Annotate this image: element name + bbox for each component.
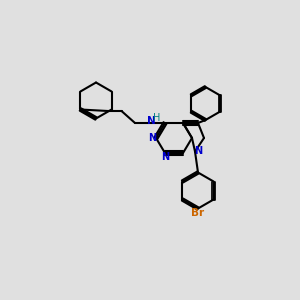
Text: Br: Br — [191, 208, 205, 218]
Text: N: N — [161, 152, 169, 162]
Text: N: N — [146, 116, 155, 126]
Text: N: N — [194, 146, 202, 157]
Text: N: N — [148, 133, 157, 143]
Text: H: H — [153, 113, 161, 124]
